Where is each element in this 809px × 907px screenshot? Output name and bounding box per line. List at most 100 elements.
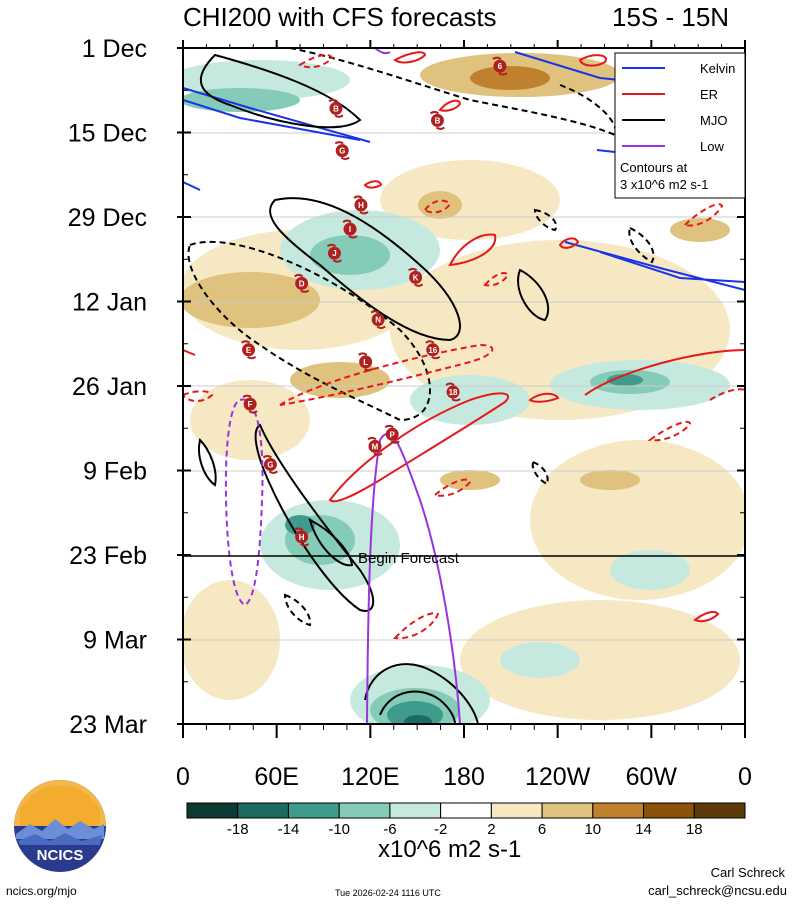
mjo-contour xyxy=(533,208,558,232)
low-contour xyxy=(224,398,264,607)
storm-marker: H xyxy=(294,527,310,547)
colorbar-tick-label: 6 xyxy=(538,821,546,838)
y-tick-label: 12 Jan xyxy=(72,289,147,317)
storm-marker: B xyxy=(328,98,344,118)
legend-note-line-2: 3 x10^6 m2 s-1 xyxy=(620,177,708,192)
storm-marker: G xyxy=(334,141,350,161)
author-email[interactable]: carl_schreck@ncsu.edu xyxy=(648,883,787,898)
colorbar-tick-label: -18 xyxy=(227,821,249,838)
storm-marker: I xyxy=(342,219,358,239)
mjo-contour xyxy=(289,48,617,137)
storm-marker-label: D xyxy=(299,279,305,288)
colorbar-tick-label: 14 xyxy=(635,821,652,838)
mjo-contour xyxy=(187,240,431,422)
er-contour xyxy=(298,53,334,69)
legend-label: ER xyxy=(700,87,718,102)
storm-marker: 18 xyxy=(445,382,461,402)
storm-marker-label: F xyxy=(248,400,253,409)
colorbar-tick-label: -10 xyxy=(328,821,350,838)
x-tick-label: 60W xyxy=(626,763,678,791)
x-tick-label: 120W xyxy=(525,763,591,791)
storm-marker-label: J xyxy=(332,249,336,258)
mjo-contour xyxy=(269,197,461,342)
ncics-logo: NCICS xyxy=(14,780,106,872)
colorbar-swatch xyxy=(287,802,340,819)
storm-marker: F xyxy=(242,394,258,414)
x-axis: 0 60E 120E 180 120W 60W 0 xyxy=(176,40,752,791)
colorbar-swatch xyxy=(237,802,289,819)
kelvin-contour xyxy=(183,181,201,191)
y-tick-label: 15 Dec xyxy=(68,120,147,148)
er-contour xyxy=(647,420,692,442)
colorbar-swatch xyxy=(643,802,695,819)
storm-marker: P xyxy=(384,424,400,444)
storm-marker: M xyxy=(367,436,383,456)
storm-marker-label: L xyxy=(363,358,368,367)
mjo-contour xyxy=(517,268,550,322)
er-contour xyxy=(392,612,440,640)
ncics-url[interactable]: ncics.org/mjo xyxy=(6,884,77,898)
legend-label: Low xyxy=(700,139,724,154)
storm-marker: J xyxy=(326,243,343,263)
chart-title: CHI200 with CFS forecasts xyxy=(183,2,497,32)
colorbar-tick-label: -6 xyxy=(383,821,396,838)
storm-marker: G xyxy=(262,454,279,474)
colorbar-swatch xyxy=(338,802,391,819)
mjo-contour xyxy=(628,226,655,264)
x-tick-label: 180 xyxy=(443,763,485,791)
storm-marker-label: H xyxy=(358,201,364,210)
kelvin-contour xyxy=(183,99,361,141)
er-contour xyxy=(683,203,724,227)
storm-marker: 16 xyxy=(425,340,441,360)
storm-marker-label: M xyxy=(372,442,379,451)
er-contour xyxy=(183,349,196,356)
storm-marker-label: I xyxy=(349,225,351,234)
x-tick-label: 0 xyxy=(176,763,190,791)
storm-marker: 6 xyxy=(492,56,508,76)
y-axis: 1 Dec 15 Dec 29 Dec 12 Jan 26 Jan 9 Feb 23 Feb… xyxy=(68,35,745,739)
er-contour xyxy=(279,343,494,406)
er-contour xyxy=(483,272,510,287)
storm-marker: H xyxy=(353,195,369,215)
storm-marker-label: 16 xyxy=(428,346,437,355)
er-contour xyxy=(438,99,462,112)
colorbar-tick-label: 18 xyxy=(686,821,703,838)
mjo-contour xyxy=(379,690,456,724)
storm-marker-label: B xyxy=(333,104,339,113)
colorbar-tick-label: -14 xyxy=(278,821,300,838)
storm-marker: D xyxy=(294,273,310,293)
er-contour xyxy=(183,390,214,402)
storm-marker: K xyxy=(408,267,424,287)
storm-markers: B G B 6 H I J D K N E L 16 18 F P M G H xyxy=(240,56,508,547)
er-contour xyxy=(363,180,383,189)
begin-forecast-label: Begin Forecast xyxy=(358,550,460,567)
colorbar-swatch xyxy=(440,802,492,819)
kelvin-contour xyxy=(514,51,621,81)
storm-marker: N xyxy=(370,310,386,330)
mjo-contour xyxy=(254,423,375,612)
legend-note-line-1: Contours at xyxy=(620,160,688,175)
kelvin-contour xyxy=(183,87,371,143)
er-contour xyxy=(693,611,720,623)
mjo-contour xyxy=(199,53,362,129)
storm-marker: L xyxy=(358,352,374,372)
storm-marker-label: H xyxy=(299,533,305,542)
storm-marker-label: G xyxy=(267,460,273,469)
mjo-contour xyxy=(198,438,217,487)
storm-marker-label: 18 xyxy=(449,388,458,397)
y-tick-label: 9 Feb xyxy=(83,458,147,486)
colorbar-tick-label: -2 xyxy=(434,821,447,838)
er-contour xyxy=(448,233,497,267)
mjo-contour xyxy=(364,663,479,724)
x-tick-label: 0 xyxy=(738,763,752,791)
colorbar-swatch xyxy=(186,802,239,819)
y-tick-label: 23 Mar xyxy=(69,711,147,739)
colorbar-swatch xyxy=(592,802,645,819)
storm-marker-label: 6 xyxy=(498,62,503,71)
x-tick-label: 60E xyxy=(254,763,298,791)
colorbar-tick-label: 2 xyxy=(487,821,495,838)
x-tick-label: 120E xyxy=(341,763,399,791)
colorbar-tick-label: 10 xyxy=(584,821,601,838)
storm-marker-label: B xyxy=(435,116,441,125)
